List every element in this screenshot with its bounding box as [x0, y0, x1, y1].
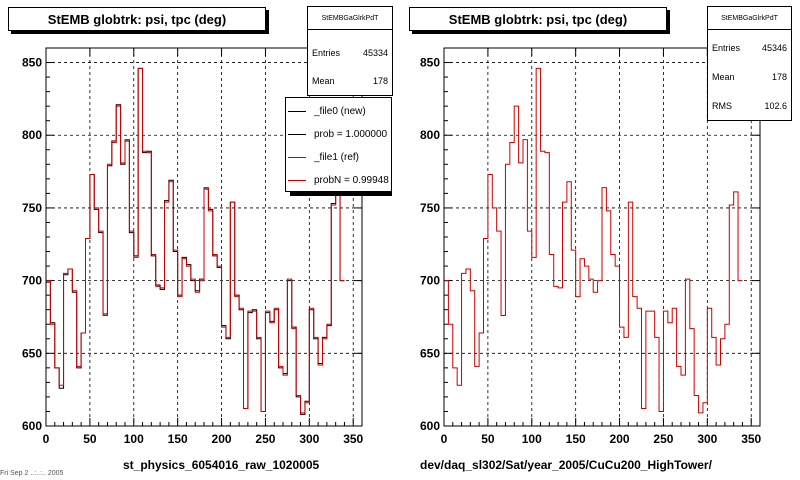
- plot-frame: [45, 47, 363, 427]
- x-tick-label: 150: [168, 432, 188, 446]
- legend-line-black: [288, 110, 306, 112]
- stats-label: Entries: [712, 43, 741, 53]
- stats-value: 102.6: [764, 101, 787, 111]
- timestamp: Fri Sep 2 ..:..:.. 2005: [0, 470, 64, 477]
- y-tick-label: 850: [22, 56, 42, 70]
- panel-title-right: StEMB globtrk: psi, tpc (deg): [409, 7, 667, 31]
- legend-entry-file0: _file0 (new): [286, 101, 391, 121]
- x-tick-label: 0: [43, 432, 50, 446]
- footer-right: dev/daq_sl302/Sat/year_2005/CuCu200_High…: [420, 458, 712, 472]
- legend-label: _file0 (new): [314, 105, 366, 117]
- stats-label: Entries: [312, 48, 341, 58]
- x-tick-label: 250: [255, 432, 275, 446]
- legend-line-red: [288, 156, 306, 158]
- y-tick-label: 600: [22, 419, 42, 433]
- stats-label: Mean: [712, 72, 735, 82]
- stats-row-entries-left: Entries 45334: [312, 48, 388, 58]
- stats-header-left: StEMBGaGlrkPdT: [308, 7, 392, 30]
- y-tick-label: 600: [420, 419, 440, 433]
- legend-label: prob = 1.000000: [314, 128, 388, 140]
- footer-left: st_physics_6054016_raw_1020005: [123, 458, 320, 472]
- stats-label: RMS: [712, 101, 732, 111]
- stats-row-rms-right: RMS 102.6: [712, 101, 787, 111]
- histogram-series-primary: [444, 67, 743, 414]
- x-tick-label: 300: [299, 432, 319, 446]
- legend-box: _file0 (new) prob = 1.000000 _file1 (ref…: [285, 97, 392, 192]
- y-tick-label: 750: [22, 201, 42, 215]
- legend-entry-prob: prob = 1.000000: [286, 124, 391, 144]
- stats-value: 45334: [362, 48, 388, 58]
- x-tick-label: 350: [741, 432, 761, 446]
- legend-line-red: [288, 179, 306, 181]
- x-tick-label: 100: [124, 432, 144, 446]
- y-tick-label: 700: [22, 274, 42, 288]
- stats-header-right: StEMBGaGlrkPdT: [708, 7, 791, 30]
- x-tick-label: 50: [481, 432, 495, 446]
- legend-label: _file1 (ref): [314, 151, 360, 163]
- y-tick-label: 650: [420, 346, 440, 360]
- y-tick-label: 800: [420, 128, 440, 142]
- panel-title-text-left: StEMB globtrk: psi, tpc (deg): [47, 11, 227, 27]
- panel-title-left: StEMB globtrk: psi, tpc (deg): [8, 7, 266, 31]
- x-tick-label: 200: [212, 432, 232, 446]
- y-tick-label: 650: [22, 346, 42, 360]
- stats-row-mean-left: Mean 178: [312, 76, 388, 86]
- legend-entry-file1: _file1 (ref): [286, 147, 391, 167]
- x-tick-label: 350: [343, 432, 363, 446]
- stats-row-entries-right: Entries 45346: [712, 43, 787, 53]
- panel-title-text-right: StEMB globtrk: psi, tpc (deg): [448, 11, 628, 27]
- x-tick-label: 200: [610, 432, 630, 446]
- y-tick-label: 850: [420, 56, 440, 70]
- stats-value: 178: [372, 76, 388, 86]
- x-tick-label: 50: [83, 432, 97, 446]
- y-tick-label: 700: [420, 274, 440, 288]
- stats-box-left: StEMBGaGlrkPdT Entries 45334 Mean 178: [307, 6, 393, 96]
- x-tick-label: 0: [441, 432, 448, 446]
- legend-line-black: [288, 133, 306, 135]
- stats-value: 178: [771, 72, 787, 82]
- y-tick-label: 750: [420, 201, 440, 215]
- stats-row-mean-right: Mean 178: [712, 72, 787, 82]
- plot-frame: [443, 47, 761, 427]
- x-tick-label: 150: [566, 432, 586, 446]
- y-tick-label: 800: [22, 128, 42, 142]
- x-tick-label: 250: [653, 432, 673, 446]
- x-tick-label: 100: [522, 432, 542, 446]
- legend-label: probN = 0.99948: [314, 174, 389, 186]
- legend-entry-probn: probN = 0.99948: [286, 170, 391, 190]
- histogram-series-secondary: [46, 67, 345, 414]
- stats-box-right: StEMBGaGlrkPdT Entries 45346 Mean 178 RM…: [707, 6, 792, 121]
- stats-label: Mean: [312, 76, 335, 86]
- stats-value: 45346: [761, 43, 787, 53]
- x-tick-label: 300: [697, 432, 717, 446]
